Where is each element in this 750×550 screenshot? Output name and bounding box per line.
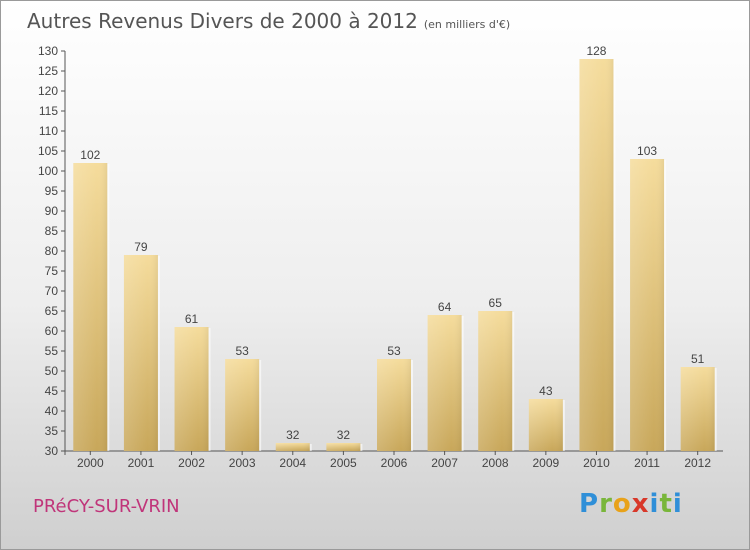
y-tick-label: 75 — [45, 264, 59, 278]
title-text: Autres Revenus Divers de 2000 à 2012 — [27, 9, 418, 33]
y-tick-label: 105 — [38, 144, 58, 158]
value-label: 64 — [438, 300, 452, 314]
x-tick-label: 2007 — [431, 456, 458, 470]
logo-letter: o — [612, 489, 632, 519]
y-tick-label: 40 — [45, 404, 59, 418]
x-tick-label: 2008 — [482, 456, 509, 470]
bar-shine — [478, 311, 513, 451]
y-tick-label: 30 — [45, 444, 59, 458]
title-unit: (en milliers d'€) — [423, 18, 511, 31]
value-label: 32 — [337, 428, 351, 442]
x-tick-label: 2011 — [634, 456, 660, 470]
x-tick-label: 2012 — [684, 456, 711, 470]
bars — [73, 59, 717, 451]
value-label: 128 — [586, 44, 606, 58]
logo-letter: i — [649, 489, 660, 519]
bar-shine — [630, 159, 665, 451]
chart-title: Autres Revenus Divers de 2000 à 2012 (en … — [27, 9, 510, 33]
bar-shine — [123, 255, 158, 451]
y-tick-label: 90 — [45, 204, 59, 218]
x-tick-label: 2009 — [532, 456, 559, 470]
x-tick-label: 2010 — [583, 456, 610, 470]
logo-letter: t — [659, 489, 673, 519]
y-tick-label: 55 — [45, 344, 59, 358]
x-tick-label: 2005 — [330, 456, 357, 470]
x-tick-label: 2001 — [128, 456, 155, 470]
x-tick-label: 2002 — [178, 456, 205, 470]
bar-shine — [73, 163, 108, 451]
y-tick-label: 50 — [45, 364, 59, 378]
value-label: 53 — [235, 344, 249, 358]
y-tick-label: 80 — [45, 244, 59, 258]
y-tick-label: 60 — [45, 324, 59, 338]
y-tick-label: 95 — [45, 184, 59, 198]
y-tick-label: 65 — [45, 304, 59, 318]
x-tick-label: 2000 — [77, 456, 104, 470]
town-name: PRéCY-SUR-VRIN — [33, 496, 180, 517]
bar-shine — [377, 359, 411, 451]
logo-letter: i — [672, 489, 683, 519]
x-tick-label: 2006 — [381, 456, 408, 470]
y-tick-label: 130 — [38, 44, 58, 58]
y-tick-label: 120 — [38, 84, 58, 98]
logo-letter: r — [599, 489, 613, 519]
value-label: 32 — [286, 428, 300, 442]
bar-shine — [174, 327, 209, 451]
y-tick-label: 110 — [39, 124, 58, 138]
y-tick-label: 70 — [45, 284, 59, 298]
y-tick-label: 125 — [38, 64, 58, 78]
proxiti-logo[interactable]: Proxiti — [579, 489, 683, 519]
y-tick-label: 45 — [45, 384, 59, 398]
data-labels: 102 79 61 53 32 32 53 64 65 43 128 103 51 — [80, 44, 704, 442]
value-label: 53 — [387, 344, 401, 358]
value-label: 51 — [691, 352, 705, 366]
value-label: 43 — [539, 384, 553, 398]
bar-shine — [326, 443, 361, 451]
bar-shine — [275, 443, 310, 451]
y-tick-label: 85 — [45, 224, 59, 238]
value-label: 79 — [134, 240, 148, 254]
y-tick-label: 115 — [39, 104, 58, 118]
bar-shine — [427, 315, 462, 451]
y-tick-label: 35 — [45, 424, 59, 438]
y-tick-label: 100 — [38, 164, 58, 178]
value-label: 103 — [637, 144, 657, 158]
bar-shine — [528, 399, 563, 451]
x-tick-label: 2004 — [279, 456, 306, 470]
value-label: 102 — [80, 148, 100, 162]
value-label: 65 — [489, 296, 503, 310]
axes: 30 35 40 45 50 55 60 65 70 75 80 85 90 95 100 105 110 115… — [38, 44, 723, 470]
x-tick-label: 2003 — [229, 456, 256, 470]
value-label: 61 — [185, 312, 199, 326]
bar-shine — [680, 367, 715, 451]
bar-shine — [579, 59, 614, 451]
bar-shine — [225, 359, 260, 451]
logo-letter: P — [579, 489, 600, 519]
logo-letter: x — [631, 489, 650, 519]
